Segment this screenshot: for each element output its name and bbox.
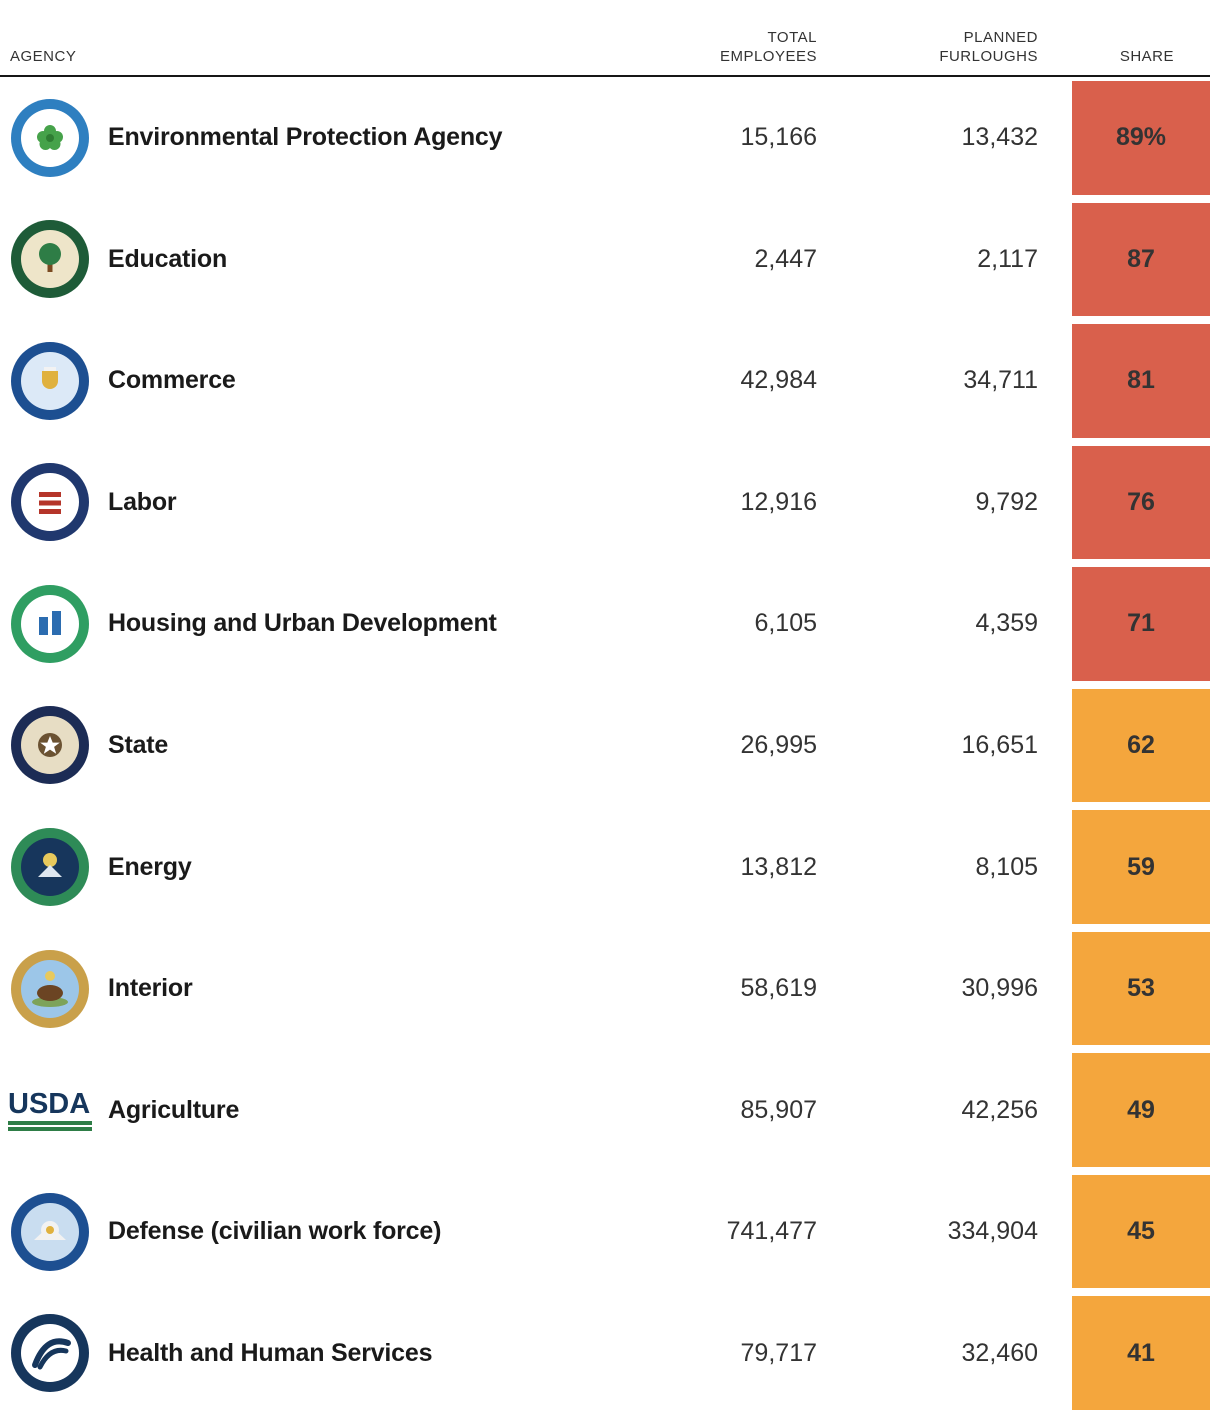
column-header-planned-furloughs: PLANNED FURLOUGHS (939, 29, 1038, 65)
table-row: Health and Human Services 79,717 32,460 … (0, 1292, 1210, 1414)
total-employees-value: 15,166 (740, 123, 817, 152)
total-employees-value: 741,477 (726, 1217, 817, 1246)
table-row: Environmental Protection Agency 15,166 1… (0, 77, 1210, 199)
table-row: State 26,995 16,651 62 (0, 685, 1210, 807)
defense-seal-icon (8, 1190, 92, 1274)
agency-cell: State (0, 703, 620, 787)
agency-cell: Commerce (0, 339, 620, 423)
total-employees-value: 26,995 (740, 730, 817, 759)
agency-name: Health and Human Services (108, 1338, 433, 1367)
agency-cell: Education (0, 217, 620, 301)
share-value: 49 (1072, 1053, 1210, 1167)
share-value: 45 (1072, 1174, 1210, 1289)
agency-name: Defense (civilian work force) (108, 1217, 442, 1246)
planned-furloughs-value: 8,105 (975, 852, 1038, 881)
interior-seal-icon (8, 947, 92, 1031)
agency-name: Commerce (108, 366, 236, 395)
planned-furloughs-value: 9,792 (975, 487, 1038, 516)
agency-name: Education (108, 244, 228, 273)
column-header-agency: AGENCY (10, 48, 77, 65)
epa-seal-icon (8, 96, 92, 180)
table-row: Energy 13,812 8,105 59 (0, 806, 1210, 928)
agency-cell: Energy (0, 825, 620, 909)
agency-cell: Interior (0, 947, 620, 1031)
agency-cell: Health and Human Services (0, 1311, 620, 1395)
share-cell: 59 (1072, 806, 1210, 928)
planned-furloughs-value: 42,256 (961, 1095, 1038, 1124)
table-row: Housing and Urban Development 6,105 4,35… (0, 563, 1210, 685)
share-value: 76 (1072, 445, 1210, 560)
agency-cell: USDA Agriculture (0, 1068, 620, 1152)
share-cell: 71 (1072, 563, 1210, 685)
total-employees-value: 58,619 (740, 974, 817, 1003)
agency-cell: Defense (civilian work force) (0, 1190, 620, 1274)
share-cell: 89% (1072, 77, 1210, 199)
usda-logo-text: USDA (8, 1087, 91, 1120)
agency-name: State (108, 730, 169, 759)
agency-name: Interior (108, 974, 193, 1003)
planned-furloughs-value: 334,904 (947, 1217, 1038, 1246)
total-employees-value: 6,105 (754, 609, 817, 638)
agency-name: Housing and Urban Development (108, 609, 497, 638)
share-value: 53 (1072, 931, 1210, 1046)
planned-furloughs-value: 30,996 (961, 974, 1038, 1003)
agency-cell: Labor (0, 460, 620, 544)
share-cell: 81 (1072, 320, 1210, 442)
agency-name: Energy (108, 852, 192, 881)
table-row: Interior 58,619 30,996 53 (0, 928, 1210, 1050)
share-value: 62 (1072, 688, 1210, 803)
total-employees-value: 2,447 (754, 244, 817, 273)
share-value: 81 (1072, 324, 1210, 438)
agency-name: Agriculture (108, 1095, 240, 1124)
table-row: Labor 12,916 9,792 76 (0, 442, 1210, 564)
share-value: 89% (1072, 81, 1210, 195)
share-value: 71 (1072, 567, 1210, 681)
commerce-seal-icon (8, 339, 92, 423)
energy-seal-icon (8, 825, 92, 909)
share-cell: 87 (1072, 199, 1210, 321)
planned-furloughs-value: 13,432 (961, 123, 1038, 152)
share-cell: 53 (1072, 928, 1210, 1050)
table-row: USDA Agriculture 85,907 42,256 49 (0, 1049, 1210, 1171)
column-header-total-employees: TOTAL EMPLOYEES (719, 29, 817, 65)
agency-cell: Environmental Protection Agency (0, 96, 620, 180)
hhs-seal-icon (8, 1311, 92, 1395)
planned-furloughs-value: 4,359 (975, 609, 1038, 638)
agency-name: Environmental Protection Agency (108, 123, 503, 152)
agency-cell: Housing and Urban Development (0, 582, 620, 666)
table-row: Commerce 42,984 34,711 81 (0, 320, 1210, 442)
agency-name: Labor (108, 487, 177, 516)
planned-furloughs-value: 34,711 (963, 366, 1038, 395)
share-cell: 76 (1072, 442, 1210, 564)
total-employees-value: 79,717 (740, 1338, 817, 1367)
education-seal-icon (8, 217, 92, 301)
share-cell: 49 (1072, 1049, 1210, 1171)
hud-seal-icon (8, 582, 92, 666)
share-cell: 41 (1072, 1292, 1210, 1414)
planned-furloughs-value: 2,117 (977, 244, 1038, 273)
labor-seal-icon (8, 460, 92, 544)
usda-logo-icon: USDA (8, 1068, 92, 1152)
table-row: Education 2,447 2,117 87 (0, 199, 1210, 321)
total-employees-value: 42,984 (740, 366, 817, 395)
planned-furloughs-value: 32,460 (961, 1338, 1038, 1367)
share-value: 59 (1072, 810, 1210, 924)
table-row: Defense (civilian work force) 741,477 33… (0, 1171, 1210, 1293)
total-employees-value: 12,916 (740, 487, 817, 516)
column-header-share: SHARE (1119, 48, 1174, 65)
share-value: 41 (1072, 1296, 1210, 1410)
total-employees-value: 13,812 (740, 852, 817, 881)
state-seal-icon (8, 703, 92, 787)
table-body: Environmental Protection Agency 15,166 1… (0, 77, 1210, 1414)
table-header: AGENCY TOTAL EMPLOYEES PLANNED FURLOUGHS… (0, 0, 1210, 77)
total-employees-value: 85,907 (740, 1095, 817, 1124)
share-value: 87 (1072, 202, 1210, 317)
planned-furloughs-value: 16,651 (961, 730, 1038, 759)
share-cell: 45 (1072, 1171, 1210, 1293)
share-cell: 62 (1072, 685, 1210, 807)
